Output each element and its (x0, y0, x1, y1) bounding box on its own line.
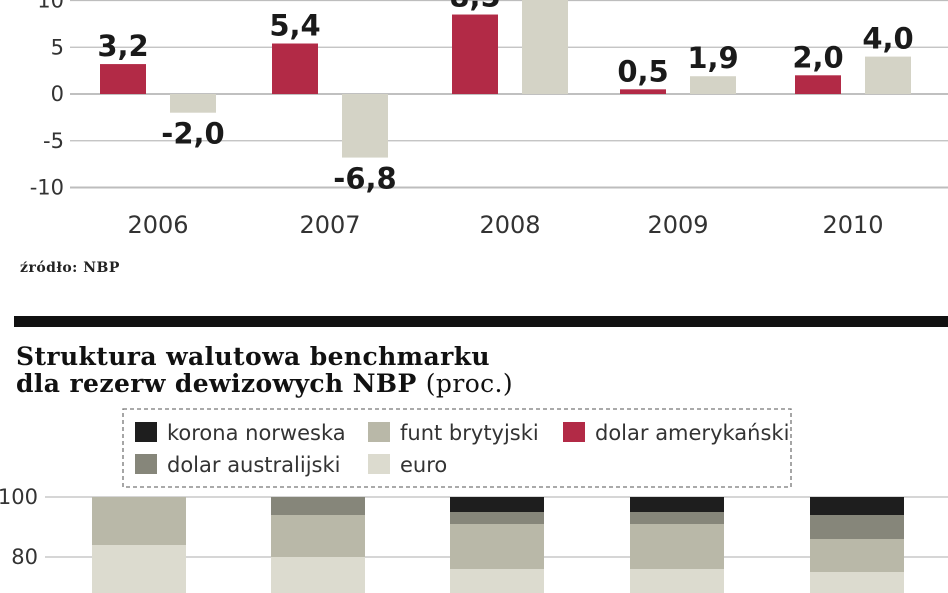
data-label: 8,5 (449, 0, 500, 14)
legend-swatch (368, 422, 390, 442)
x-tick-label: 2007 (299, 211, 360, 239)
funt-segment (810, 539, 904, 572)
legend-swatch (135, 454, 157, 474)
data-label: 0,5 (617, 54, 668, 88)
top-chart-gridlines (70, 0, 948, 189)
legend-label: funt brytyjski (400, 421, 539, 445)
chart-title-line2: dla rezerw dewizowych NBP (proc.) (16, 369, 513, 398)
euro-segment (810, 572, 904, 593)
legend-label: dolar amerykański (595, 421, 789, 445)
x-tick-label: 2009 (647, 211, 708, 239)
usd-bar (620, 89, 666, 94)
dolar_aud-segment (630, 512, 724, 524)
euro-segment (450, 569, 544, 593)
funt-segment (450, 524, 544, 569)
chart-title-unit: (proc.) (426, 369, 513, 398)
legend-label: dolar australijski (167, 453, 341, 477)
y-tick-label: 80 (11, 545, 38, 569)
top-chart-bars (100, 0, 911, 158)
data-label: 5,4 (269, 9, 320, 43)
x-tick-label: 2008 (479, 211, 540, 239)
usd-bar (100, 64, 146, 94)
funt-segment (630, 524, 724, 569)
x-tick-label: 2006 (127, 211, 188, 239)
dolar_aud-segment (810, 515, 904, 539)
euro-segment (630, 569, 724, 593)
euro-bar (690, 76, 736, 94)
data-label: 4,0 (862, 22, 913, 56)
chart-title-line2-main: dla rezerw dewizowych NBP (16, 369, 417, 398)
funt-segment (92, 497, 186, 545)
funt-segment (271, 515, 365, 557)
korona-segment (810, 497, 904, 515)
korona-segment (450, 497, 544, 512)
data-label: -6,8 (333, 162, 396, 196)
data-label: 3,2 (97, 29, 148, 63)
top-chart-y-axis: 10 5 0 -5 -10 (30, 0, 64, 200)
euro-bar (342, 94, 388, 158)
euro-bar (865, 56, 911, 94)
legend: korona norweska funt brytyjski dolar amery… (135, 421, 789, 477)
x-tick-label: 2010 (822, 211, 883, 239)
data-label: 2,0 (792, 40, 843, 74)
top-chart-data-labels: 3,2 5,4 8,5 0,5 2,0 -2,0 -6,8 1,9 4,0 (97, 0, 913, 196)
legend-swatch (368, 454, 390, 474)
usd-bar (795, 75, 841, 94)
data-label: -2,0 (161, 117, 224, 151)
data-label: 1,9 (687, 41, 738, 75)
bottom-chart-bars (92, 497, 904, 593)
legend-label: euro (400, 453, 447, 477)
euro-bar (522, 0, 568, 94)
chart-title-line1: Struktura walutowa benchmarku (16, 342, 490, 371)
euro-bar (170, 94, 216, 113)
y-tick-label: 100 (0, 485, 38, 509)
dolar_aud-segment (271, 497, 365, 515)
legend-swatch (563, 422, 585, 442)
y-tick-label: -10 (30, 176, 64, 200)
legend-box (122, 408, 792, 488)
top-chart-x-axis: 2006 2007 2008 2009 2010 (127, 211, 883, 239)
legend-label: korona norweska (167, 421, 346, 445)
y-tick-label: -5 (43, 129, 64, 153)
legend-swatch (135, 422, 157, 442)
euro-segment (271, 557, 365, 593)
y-tick-label: 5 (51, 35, 64, 59)
usd-bar (452, 14, 498, 94)
y-tick-label: 0 (51, 82, 64, 106)
dolar_aud-segment (450, 512, 544, 524)
section-divider (14, 316, 948, 327)
euro-segment (92, 545, 186, 593)
source-note: źródło: NBP (20, 260, 120, 276)
y-tick-label: 10 (37, 0, 64, 13)
korona-segment (630, 497, 724, 512)
bottom-chart-y-axis: 100 80 (0, 485, 38, 569)
usd-bar (272, 43, 318, 94)
